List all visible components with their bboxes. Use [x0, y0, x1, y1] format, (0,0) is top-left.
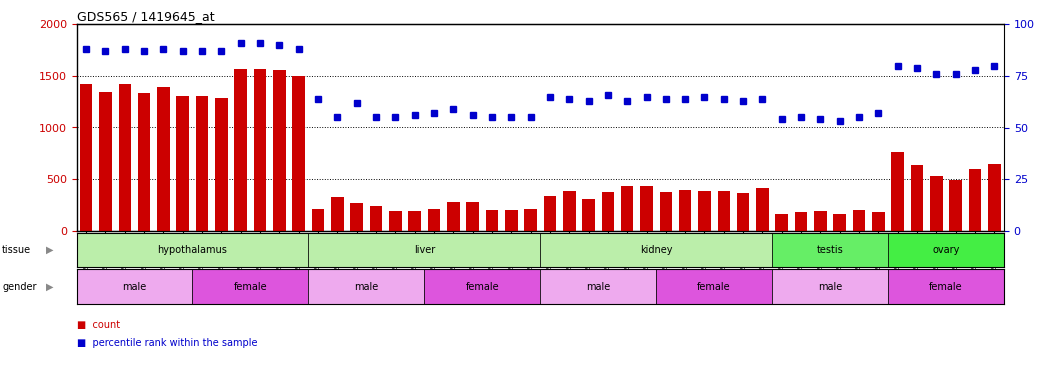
Bar [776, 214, 788, 231]
Bar [77, 231, 1004, 375]
Bar [640, 186, 653, 231]
Text: ■  count: ■ count [77, 320, 119, 330]
Bar [193, 269, 308, 304]
Bar [80, 84, 92, 231]
Bar [409, 210, 421, 231]
Bar [772, 269, 888, 304]
Bar [698, 191, 711, 231]
Text: ▶: ▶ [46, 245, 53, 255]
Bar [563, 191, 575, 231]
Bar [254, 69, 266, 231]
Bar [540, 232, 772, 267]
Bar [794, 211, 807, 231]
Bar [757, 188, 769, 231]
Bar [524, 210, 537, 231]
Bar [447, 202, 460, 231]
Bar [814, 211, 827, 231]
Bar [308, 232, 540, 267]
Bar [656, 269, 772, 304]
Bar [176, 96, 189, 231]
Bar [602, 192, 614, 231]
Bar [311, 209, 324, 231]
Bar [331, 196, 344, 231]
Bar [659, 192, 672, 231]
Bar [466, 202, 479, 231]
Bar [350, 203, 363, 231]
Bar [308, 269, 424, 304]
Text: female: female [465, 282, 499, 292]
Text: tissue: tissue [2, 245, 31, 255]
Bar [138, 93, 151, 231]
Bar [77, 269, 193, 304]
Bar [274, 70, 286, 231]
Text: testis: testis [816, 245, 844, 255]
Bar [428, 210, 440, 231]
Bar [544, 196, 556, 231]
Text: ▶: ▶ [46, 282, 53, 292]
Bar [949, 180, 962, 231]
Bar [853, 210, 866, 231]
Text: female: female [930, 282, 963, 292]
Bar [833, 214, 846, 231]
Bar [196, 96, 209, 231]
Bar [930, 176, 942, 231]
Bar [968, 169, 981, 231]
Bar [235, 69, 247, 231]
Text: female: female [234, 282, 267, 292]
Text: gender: gender [2, 282, 37, 292]
Bar [583, 199, 595, 231]
Bar [77, 232, 308, 267]
Text: male: male [817, 282, 843, 292]
Bar [389, 211, 401, 231]
Bar [872, 211, 885, 231]
Bar [157, 87, 170, 231]
Bar [118, 84, 131, 231]
Text: female: female [697, 282, 730, 292]
Bar [718, 191, 730, 231]
Text: liver: liver [414, 245, 435, 255]
Bar [988, 164, 1001, 231]
Bar [772, 232, 888, 267]
Bar [737, 193, 749, 231]
Text: ovary: ovary [933, 245, 960, 255]
Bar [100, 93, 112, 231]
Text: hypothalamus: hypothalamus [157, 245, 227, 255]
Text: male: male [586, 282, 610, 292]
Bar [679, 190, 692, 231]
Bar [485, 210, 498, 231]
Text: kidney: kidney [640, 245, 673, 255]
Bar [620, 186, 633, 231]
Bar [888, 269, 1004, 304]
Bar [215, 98, 227, 231]
Text: GDS565 / 1419645_at: GDS565 / 1419645_at [77, 10, 214, 23]
Bar [370, 206, 383, 231]
Bar [911, 165, 923, 231]
Bar [505, 210, 518, 231]
Bar [892, 152, 904, 231]
Text: male: male [123, 282, 147, 292]
Text: ■  percentile rank within the sample: ■ percentile rank within the sample [77, 339, 257, 348]
Bar [424, 269, 540, 304]
Bar [540, 269, 656, 304]
Text: male: male [354, 282, 378, 292]
Bar [292, 76, 305, 231]
Bar [888, 232, 1004, 267]
